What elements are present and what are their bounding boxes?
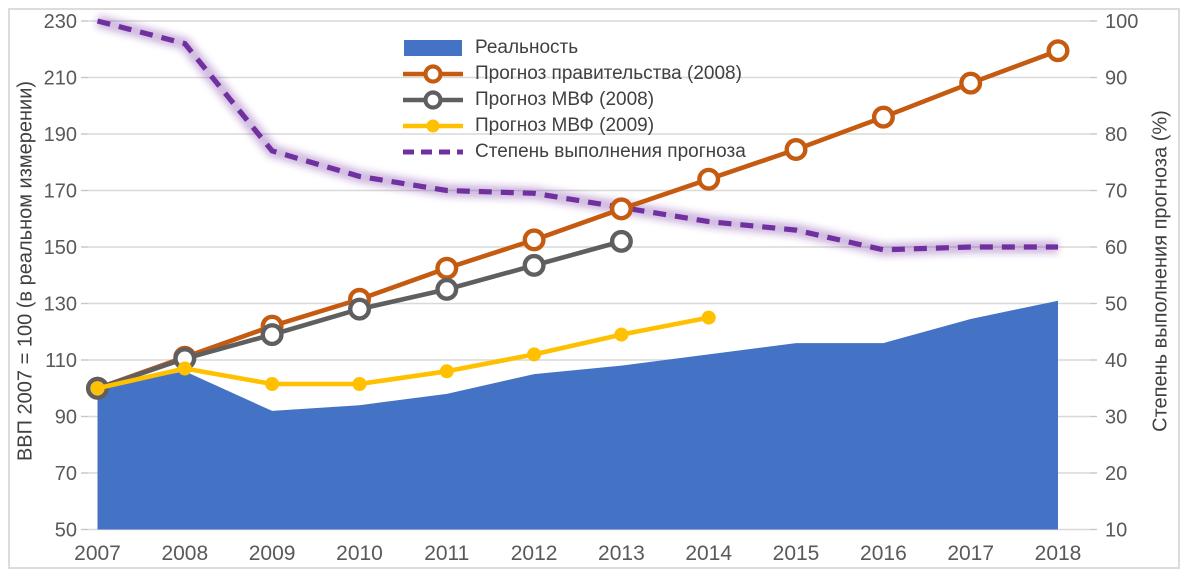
legend-swatch-0 (404, 40, 462, 56)
fulfillment-dashed-line (96, 18, 1058, 253)
data-point-marker (439, 364, 454, 379)
left-tick-label: 90 (55, 407, 77, 429)
left-tick-label: 130 (44, 294, 77, 316)
series-0 (97, 300, 1058, 530)
data-point-marker (348, 297, 372, 321)
right-tick-label: 20 (1105, 463, 1127, 485)
legend-label: Прогноз МВФ (2009) (475, 115, 655, 136)
series-4 (95, 14, 1058, 257)
left-tick-label: 190 (44, 124, 77, 146)
right-tick-label: 90 (1105, 68, 1127, 90)
forecast-line (95, 48, 1061, 391)
right-tick-label: 60 (1105, 237, 1127, 259)
legend-swatch-2 (403, 90, 463, 110)
year-tick-label: 2017 (947, 542, 994, 565)
left-axis-title: ВВП 2007 = 100 (в реальном измерении) (14, 80, 37, 462)
right-tick-label: 50 (1105, 294, 1127, 316)
legend-swatch-1 (403, 64, 463, 84)
legend-label: Прогноз МВФ (2008) (475, 89, 655, 110)
data-point-marker (177, 361, 192, 376)
right-axis-title: Степень выполнения прогноза (%) (1149, 110, 1172, 432)
year-tick-label: 2012 (511, 542, 558, 565)
data-point-marker (959, 71, 983, 95)
legend-item-3: Прогноз МВФ (2009) (402, 114, 746, 138)
data-point-marker (260, 323, 284, 347)
legend: Реальность Прогноз правительства (2008) Пр… (402, 36, 746, 164)
left-tick-label: 210 (44, 68, 77, 90)
year-tick-label: 2010 (336, 542, 383, 565)
year-tick-label: 2015 (773, 542, 820, 565)
legend-label: Степень выполнения прогноза (475, 141, 746, 162)
year-tick-label: 2014 (685, 542, 732, 565)
data-point-marker (265, 377, 280, 391)
left-tick-label: 70 (55, 463, 77, 485)
left-axis-tick-labels: 230 210 190 170 150 130 110 90 70 50 (44, 11, 77, 542)
reality-area (97, 300, 1058, 530)
year-tick-label: 2008 (161, 542, 208, 565)
right-tick-label: 10 (1105, 520, 1127, 542)
legend-swatch-3 (403, 119, 463, 133)
year-tick-label: 2009 (249, 542, 296, 565)
data-point-marker (522, 253, 546, 277)
year-tick-label: 2011 (424, 542, 469, 565)
legend-swatch-4 (403, 149, 463, 155)
data-point-marker (609, 197, 633, 221)
x-axis-tick-labels: 2007 2008 2009 2010 2011 2012 2013 2014 2015 2016… (74, 542, 1081, 565)
data-point-marker (1046, 39, 1070, 63)
right-axis-tick-labels: 100 90 80 70 60 50 40 30 20 10 (1105, 11, 1138, 542)
legend-label: Реальность (475, 37, 579, 58)
right-tick-label: 100 (1105, 11, 1138, 33)
left-tick-label: 150 (44, 237, 77, 259)
legend-item-4: Степень выполнения прогноза (402, 140, 746, 164)
year-tick-label: 2007 (74, 542, 121, 565)
data-point-marker (701, 310, 716, 325)
data-point-marker (784, 137, 808, 161)
data-point-marker (609, 229, 633, 253)
left-tick-label: 50 (55, 520, 77, 542)
year-tick-label: 2016 (860, 542, 907, 565)
legend-item-0: Реальность (402, 36, 746, 60)
left-tick-label: 170 (44, 181, 77, 203)
data-point-marker (697, 167, 721, 191)
year-tick-label: 2018 (1035, 542, 1082, 565)
right-tick-label: 30 (1105, 407, 1127, 429)
right-tick-label: 70 (1105, 181, 1127, 203)
legend-label: Прогноз правительства (2008) (475, 63, 742, 84)
legend-item-1: Прогноз правительства (2008) (402, 62, 746, 86)
data-point-marker (435, 277, 459, 301)
year-tick-label: 2013 (598, 542, 645, 565)
data-point-marker (614, 327, 629, 342)
series-3 (90, 310, 716, 396)
left-tick-label: 110 (45, 350, 77, 372)
data-point-marker (352, 377, 367, 391)
legend-item-2: Прогноз МВФ (2008) (402, 88, 746, 112)
data-point-marker (435, 256, 459, 280)
right-tick-label: 40 (1105, 350, 1127, 372)
data-point-marker (527, 347, 542, 362)
data-point-marker (90, 381, 105, 396)
right-tick-label: 80 (1105, 124, 1127, 146)
data-point-marker (522, 228, 546, 252)
left-tick-label: 230 (44, 11, 77, 33)
data-point-marker (871, 105, 895, 129)
forecast-line (95, 315, 712, 391)
